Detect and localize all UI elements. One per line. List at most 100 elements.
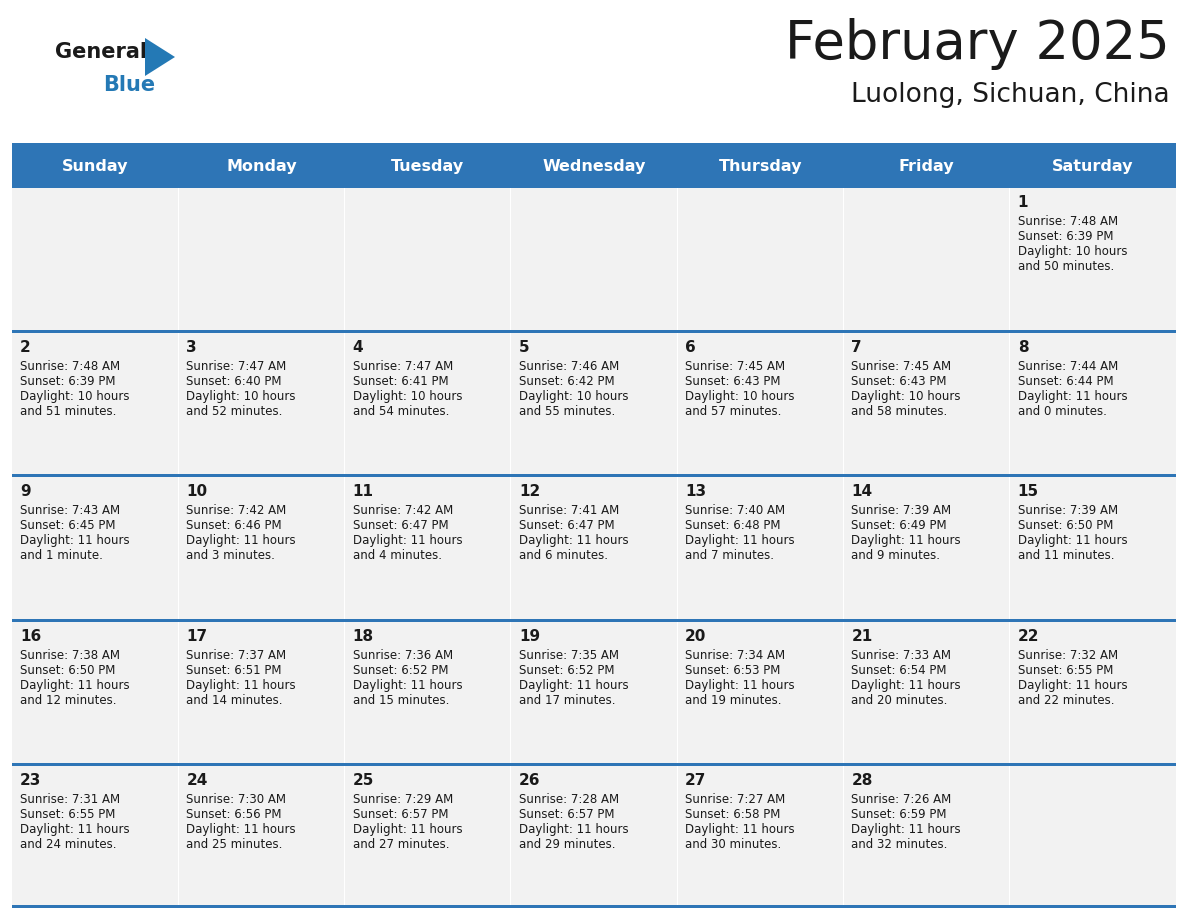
- Text: Sunset: 6:53 PM: Sunset: 6:53 PM: [685, 664, 781, 677]
- Text: Sunrise: 7:42 AM: Sunrise: 7:42 AM: [187, 504, 286, 517]
- Text: Sunset: 6:47 PM: Sunset: 6:47 PM: [519, 520, 614, 532]
- Text: Sunset: 6:42 PM: Sunset: 6:42 PM: [519, 375, 614, 387]
- Text: and 3 minutes.: and 3 minutes.: [187, 549, 276, 562]
- Text: 19: 19: [519, 629, 541, 644]
- Text: Sunset: 6:48 PM: Sunset: 6:48 PM: [685, 520, 781, 532]
- Text: Daylight: 10 hours: Daylight: 10 hours: [20, 389, 129, 403]
- Bar: [345, 764, 511, 908]
- Text: Sunrise: 7:42 AM: Sunrise: 7:42 AM: [353, 504, 453, 517]
- Bar: [843, 185, 1010, 330]
- Bar: [511, 475, 677, 619]
- Text: and 27 minutes.: and 27 minutes.: [353, 838, 449, 851]
- Text: Sunrise: 7:40 AM: Sunrise: 7:40 AM: [685, 504, 785, 517]
- Text: Sunrise: 7:39 AM: Sunrise: 7:39 AM: [1018, 504, 1118, 517]
- Bar: [12, 905, 1176, 908]
- Text: Daylight: 11 hours: Daylight: 11 hours: [1018, 534, 1127, 547]
- Text: and 32 minutes.: and 32 minutes.: [852, 838, 948, 851]
- Text: 6: 6: [685, 340, 696, 354]
- Text: Sunrise: 7:48 AM: Sunrise: 7:48 AM: [20, 360, 120, 373]
- Text: Sunset: 6:50 PM: Sunset: 6:50 PM: [20, 664, 115, 677]
- Text: Saturday: Saturday: [1053, 159, 1133, 174]
- Bar: [12, 330, 1176, 332]
- Text: Sunset: 6:51 PM: Sunset: 6:51 PM: [187, 664, 282, 677]
- Text: and 15 minutes.: and 15 minutes.: [353, 694, 449, 707]
- Bar: [843, 619, 1010, 764]
- Text: 1: 1: [1018, 195, 1029, 210]
- Text: and 52 minutes.: and 52 minutes.: [187, 405, 283, 418]
- Bar: [843, 764, 1010, 908]
- Text: 25: 25: [353, 773, 374, 789]
- Text: 20: 20: [685, 629, 707, 644]
- Bar: [677, 330, 843, 475]
- Text: Sunrise: 7:31 AM: Sunrise: 7:31 AM: [20, 793, 120, 806]
- Text: Sunset: 6:47 PM: Sunset: 6:47 PM: [353, 520, 448, 532]
- Bar: [12, 330, 178, 475]
- Text: Thursday: Thursday: [719, 159, 802, 174]
- Text: and 30 minutes.: and 30 minutes.: [685, 838, 782, 851]
- Text: 14: 14: [852, 484, 872, 499]
- Text: 15: 15: [1018, 484, 1038, 499]
- Bar: [178, 330, 345, 475]
- Text: and 29 minutes.: and 29 minutes.: [519, 838, 615, 851]
- Polygon shape: [145, 38, 175, 76]
- Text: Sunset: 6:45 PM: Sunset: 6:45 PM: [20, 520, 115, 532]
- Text: Sunrise: 7:45 AM: Sunrise: 7:45 AM: [852, 360, 952, 373]
- Bar: [178, 185, 345, 330]
- Text: Daylight: 11 hours: Daylight: 11 hours: [685, 534, 795, 547]
- Text: and 22 minutes.: and 22 minutes.: [1018, 694, 1114, 707]
- Text: 23: 23: [20, 773, 42, 789]
- Text: Sunset: 6:43 PM: Sunset: 6:43 PM: [852, 375, 947, 387]
- Bar: [178, 764, 345, 908]
- Text: Sunset: 6:57 PM: Sunset: 6:57 PM: [519, 809, 614, 822]
- Bar: [12, 148, 1176, 185]
- Bar: [1010, 185, 1176, 330]
- Bar: [12, 619, 178, 764]
- Text: Daylight: 11 hours: Daylight: 11 hours: [353, 534, 462, 547]
- Text: Daylight: 11 hours: Daylight: 11 hours: [519, 678, 628, 692]
- Text: Daylight: 11 hours: Daylight: 11 hours: [187, 678, 296, 692]
- Text: Daylight: 11 hours: Daylight: 11 hours: [1018, 678, 1127, 692]
- Text: 4: 4: [353, 340, 364, 354]
- Text: Friday: Friday: [899, 159, 954, 174]
- Text: Sunrise: 7:33 AM: Sunrise: 7:33 AM: [852, 649, 952, 662]
- Bar: [12, 185, 1176, 188]
- Text: General: General: [55, 42, 147, 62]
- Text: 27: 27: [685, 773, 707, 789]
- Bar: [345, 185, 511, 330]
- Text: Daylight: 11 hours: Daylight: 11 hours: [852, 678, 961, 692]
- Bar: [677, 619, 843, 764]
- Text: 9: 9: [20, 484, 31, 499]
- Text: Tuesday: Tuesday: [391, 159, 465, 174]
- Text: Sunrise: 7:46 AM: Sunrise: 7:46 AM: [519, 360, 619, 373]
- Text: Sunset: 6:54 PM: Sunset: 6:54 PM: [852, 664, 947, 677]
- Text: Sunrise: 7:29 AM: Sunrise: 7:29 AM: [353, 793, 453, 806]
- Text: Daylight: 10 hours: Daylight: 10 hours: [353, 389, 462, 403]
- Text: and 6 minutes.: and 6 minutes.: [519, 549, 608, 562]
- Bar: [511, 619, 677, 764]
- Text: Sunrise: 7:26 AM: Sunrise: 7:26 AM: [852, 793, 952, 806]
- Bar: [12, 185, 178, 330]
- Text: Sunrise: 7:39 AM: Sunrise: 7:39 AM: [852, 504, 952, 517]
- Text: Sunset: 6:39 PM: Sunset: 6:39 PM: [20, 375, 115, 387]
- Bar: [345, 475, 511, 619]
- Text: Sunday: Sunday: [62, 159, 128, 174]
- Text: and 1 minute.: and 1 minute.: [20, 549, 103, 562]
- Text: and 50 minutes.: and 50 minutes.: [1018, 260, 1114, 273]
- Text: Sunset: 6:49 PM: Sunset: 6:49 PM: [852, 520, 947, 532]
- Text: Sunrise: 7:44 AM: Sunrise: 7:44 AM: [1018, 360, 1118, 373]
- Text: 28: 28: [852, 773, 873, 789]
- Text: 18: 18: [353, 629, 374, 644]
- Text: Sunrise: 7:37 AM: Sunrise: 7:37 AM: [187, 649, 286, 662]
- Text: Sunset: 6:52 PM: Sunset: 6:52 PM: [353, 664, 448, 677]
- Text: Daylight: 11 hours: Daylight: 11 hours: [852, 823, 961, 836]
- Text: Daylight: 11 hours: Daylight: 11 hours: [685, 678, 795, 692]
- Text: 26: 26: [519, 773, 541, 789]
- Text: Monday: Monday: [226, 159, 297, 174]
- Text: and 24 minutes.: and 24 minutes.: [20, 838, 116, 851]
- Text: Sunrise: 7:38 AM: Sunrise: 7:38 AM: [20, 649, 120, 662]
- Text: Sunrise: 7:48 AM: Sunrise: 7:48 AM: [1018, 215, 1118, 228]
- Text: Sunrise: 7:30 AM: Sunrise: 7:30 AM: [187, 793, 286, 806]
- Text: 16: 16: [20, 629, 42, 644]
- Text: Sunset: 6:55 PM: Sunset: 6:55 PM: [1018, 664, 1113, 677]
- Text: Sunrise: 7:41 AM: Sunrise: 7:41 AM: [519, 504, 619, 517]
